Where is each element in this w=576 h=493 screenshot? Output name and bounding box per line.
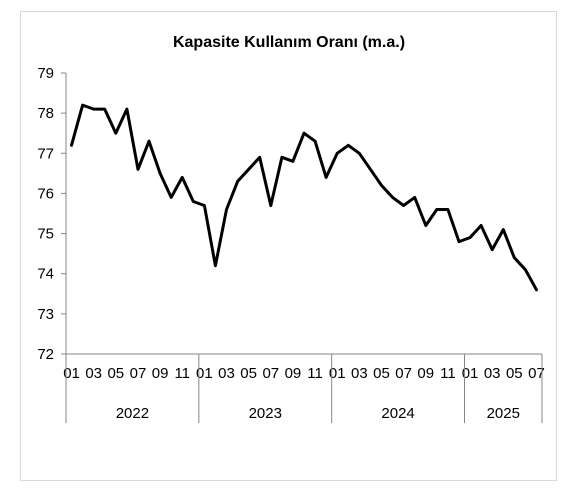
- x-tick-label: 01: [329, 365, 346, 382]
- x-tick-label: 03: [85, 365, 102, 382]
- x-tick-label: 07: [528, 365, 545, 382]
- x-axis: 01 03 05 07 09 11 01 03 05 07 09 11 01 03 05 07 09 11 01 03…: [63, 353, 545, 423]
- chart-title: Kapasite Kullanım Oranı (m.a.): [173, 34, 405, 51]
- x-tick-label: 01: [196, 365, 213, 382]
- chart-svg: Kapasite Kullanım Oranı (m.a.) 727374757…: [37, 34, 545, 423]
- x-tick-label: 05: [373, 365, 390, 382]
- y-tick-label: 76: [37, 185, 54, 202]
- y-axis: 72 73 74 75 76 77 78 79: [37, 65, 67, 363]
- x-tick-label: 03: [484, 365, 501, 382]
- y-tick-label: 78: [37, 105, 54, 122]
- chart-frame: Kapasite Kullanım Oranı (m.a.) 72 73 74 75 7…: [20, 11, 557, 481]
- x-tick-label: 07: [130, 365, 147, 382]
- y-tick-label: 75: [37, 226, 54, 243]
- year-label: 2023: [249, 405, 282, 422]
- x-tick-label: 11: [307, 365, 323, 382]
- x-tick-label: 09: [152, 365, 169, 382]
- y-tick-label: 77: [37, 145, 54, 162]
- y-tick-label: 74: [37, 266, 54, 283]
- y-tick-label: 79: [37, 65, 54, 82]
- x-tick-label: 05: [107, 365, 124, 382]
- year-label: 2022: [116, 405, 149, 422]
- x-tick-label: 05: [506, 365, 523, 382]
- x-tick-label: 09: [417, 365, 434, 382]
- x-tick-label: 09: [285, 365, 302, 382]
- x-tick-label: 11: [174, 365, 190, 382]
- x-tick-label: 07: [395, 365, 412, 382]
- x-tick-label: 01: [462, 365, 479, 382]
- x-tick-label: 03: [218, 365, 235, 382]
- series-group: [70, 103, 538, 292]
- y-tick-label: 72: [37, 346, 54, 363]
- series-line: [70, 103, 538, 292]
- year-label: 2024: [381, 405, 414, 422]
- x-tick-label: 01: [63, 365, 80, 382]
- x-tick-label: 07: [262, 365, 279, 382]
- x-tick-label: 11: [440, 365, 456, 382]
- x-tick-label: 05: [240, 365, 257, 382]
- year-label: 2025: [487, 405, 520, 422]
- x-tick-label: 03: [351, 365, 368, 382]
- y-tick-label: 73: [37, 306, 54, 323]
